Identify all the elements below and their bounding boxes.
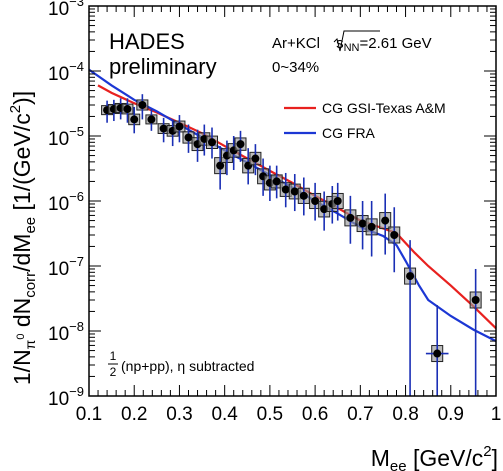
legend: CG GSI-Texas A&M CG FRA <box>284 100 446 141</box>
x-tick-label: 0.6 <box>302 404 328 425</box>
data-marker <box>123 105 132 114</box>
reference-fraction-numerator: 1 <box>110 349 117 363</box>
data-point <box>365 201 378 257</box>
hades-label: HADES <box>109 29 185 54</box>
data-marker <box>138 100 147 109</box>
data-point <box>356 201 369 250</box>
data-marker <box>390 230 399 239</box>
x-tick-label: 0.4 <box>211 404 238 425</box>
data-marker <box>333 197 342 205</box>
data-marker <box>471 295 480 304</box>
data-marker <box>175 122 184 131</box>
data-marker <box>216 161 225 170</box>
data-marker <box>236 140 245 149</box>
data-point <box>344 195 357 244</box>
data-point <box>173 115 186 143</box>
data-marker <box>381 216 390 225</box>
data-marker <box>290 187 299 196</box>
legend-label-cg-gsi-texas: CG GSI-Texas A&M <box>322 100 446 116</box>
data-point <box>297 177 310 216</box>
data-marker <box>346 213 355 222</box>
data-point <box>136 94 149 120</box>
data-point <box>206 127 219 159</box>
preliminary-label: preliminary <box>109 54 217 79</box>
centrality-label: 0~34% <box>272 59 319 76</box>
data-point <box>318 191 331 231</box>
reference-fraction-denominator: 2 <box>110 365 117 379</box>
data-marker <box>367 222 376 231</box>
x-tick-label: 0.7 <box>347 404 373 425</box>
x-tick-label: 0.8 <box>392 404 418 425</box>
data-marker <box>281 185 290 194</box>
data-point <box>249 144 262 176</box>
data-marker <box>184 133 193 142</box>
data-point <box>331 182 344 221</box>
sqrt-sign <box>333 30 380 52</box>
data-marker <box>433 349 442 358</box>
model-curve-0 <box>97 84 497 330</box>
reference-text: (np+pp), η subtracted <box>121 358 254 374</box>
data-marker <box>272 177 281 186</box>
x-tick-label: 0.3 <box>166 404 192 425</box>
data-point <box>279 172 292 208</box>
data-point <box>145 109 158 131</box>
data-marker <box>130 115 139 124</box>
y-axis-title: 1/Nπ0 dNcorr/dMee [1/(GeV/c2)] <box>7 91 39 385</box>
y-tick-label: 10−4 <box>48 59 84 85</box>
data-marker <box>320 205 329 214</box>
data-marker <box>208 138 217 147</box>
data-marker <box>311 197 320 205</box>
data-point <box>270 165 283 199</box>
data-point <box>234 130 247 162</box>
data-point <box>128 106 141 134</box>
data-point <box>404 240 417 396</box>
data-point <box>214 146 227 190</box>
data-point <box>425 305 449 396</box>
y-tick-label: 10−5 <box>48 124 84 150</box>
data-marker <box>406 272 415 281</box>
data-point <box>121 98 134 123</box>
x-tick-label: 0.9 <box>438 404 464 425</box>
data-marker <box>251 154 260 163</box>
data-points <box>101 94 482 396</box>
x-axis-title: Mee [GeV/c2] <box>371 443 498 471</box>
x-tick-label: 0.2 <box>121 404 147 425</box>
data-point <box>182 124 195 153</box>
legend-label-cg-fra: CG FRA <box>322 125 376 141</box>
data-point <box>288 174 301 212</box>
y-tick-label: 10−3 <box>48 0 84 20</box>
system-label: Ar+KCl sNN=2.61 GeV <box>272 35 432 54</box>
data-marker <box>159 124 168 133</box>
x-tick-label: 0.5 <box>257 404 283 425</box>
data-marker <box>147 115 156 124</box>
y-tick-label: 10−6 <box>48 189 84 215</box>
data-marker <box>299 191 308 200</box>
y-tick-label: 10−7 <box>48 254 84 280</box>
y-tick-label: 10−9 <box>48 384 84 410</box>
y-tick-label: 10−8 <box>48 319 84 345</box>
x-tick-label: 0.1 <box>76 404 102 425</box>
data-point <box>388 207 401 273</box>
data-point <box>469 268 482 396</box>
x-tick-label: 1 <box>491 404 502 425</box>
data-point <box>379 193 392 255</box>
reference-annotation: 1 2 (np+pp), η subtracted <box>108 349 254 379</box>
data-marker <box>358 219 367 228</box>
axis-ticks: 0.1 0.2 0.3 0.4 0.5 0.6 0.7 0.8 0.9 1 10−9 10−8 10−7… <box>48 0 501 425</box>
